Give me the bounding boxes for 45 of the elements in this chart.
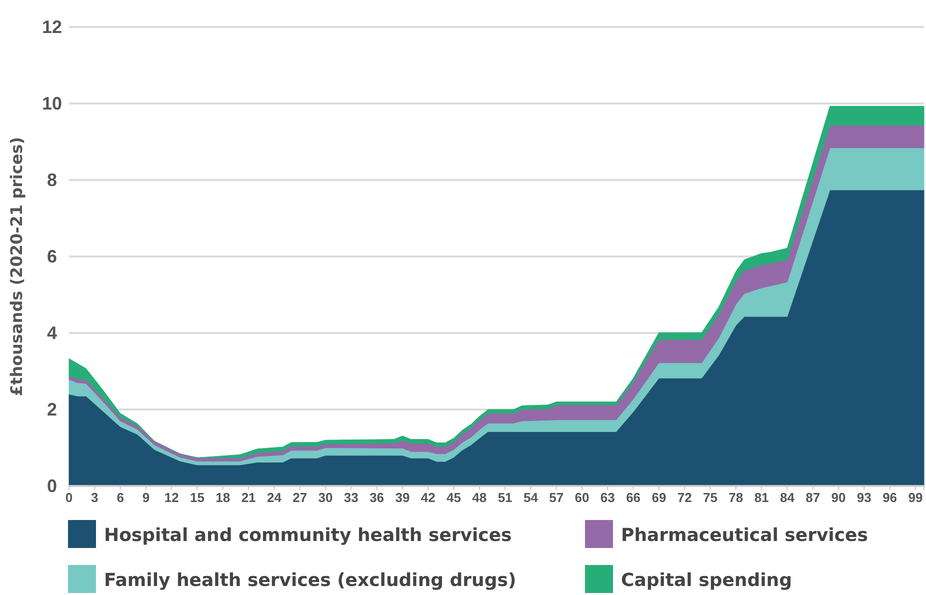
x-tick-label: 78 xyxy=(728,490,744,506)
x-tick-label: 84 xyxy=(780,490,796,506)
x-tick-label: 6 xyxy=(116,490,124,506)
y-axis-title: £thousands (2020-21 prices) xyxy=(7,136,26,396)
legend-label: Family health services (excluding drugs) xyxy=(104,570,516,591)
y-tick-label: 2 xyxy=(46,399,58,420)
y-tick-label: 4 xyxy=(46,322,58,343)
x-tick-label: 12 xyxy=(164,490,179,506)
legend-label: Hospital and community health services xyxy=(104,525,512,546)
x-tick-label: 69 xyxy=(652,490,666,506)
x-tick-label: 99 xyxy=(908,490,923,506)
x-tick-label: 96 xyxy=(882,490,898,506)
x-tick-label: 15 xyxy=(190,490,204,506)
y-tick-label: 12 xyxy=(42,16,62,37)
x-tick-label: 36 xyxy=(370,490,384,506)
x-tick-label: 45 xyxy=(446,490,461,506)
x-tick-label: 66 xyxy=(626,490,641,506)
x-tick-label: 33 xyxy=(344,490,358,506)
x-tick-label: 51 xyxy=(498,490,512,506)
y-tick-label: 6 xyxy=(46,246,58,266)
x-tick-label: 18 xyxy=(216,490,230,506)
legend-label: Capital spending xyxy=(621,570,792,591)
y-tick-label: 10 xyxy=(42,93,62,114)
x-tick-label: 39 xyxy=(395,490,410,506)
x-tick-label: 72 xyxy=(677,490,692,506)
x-tick-label: 48 xyxy=(472,490,487,506)
x-tick-label: 57 xyxy=(549,490,564,506)
x-tick-label: 75 xyxy=(703,490,718,506)
x-tick-label: 3 xyxy=(91,490,98,506)
x-tick-label: 24 xyxy=(266,490,282,506)
x-tick-label: 90 xyxy=(831,490,846,506)
x-tick-label: 30 xyxy=(318,490,333,506)
x-tick-label: 0 xyxy=(65,490,73,506)
x-tick-label: 27 xyxy=(292,490,308,506)
x-tick-label: 60 xyxy=(574,490,590,506)
x-tick-label: 93 xyxy=(856,490,872,506)
x-tick-label: 54 xyxy=(523,490,539,506)
x-tick-label: 9 xyxy=(142,490,150,506)
x-tick-label: 63 xyxy=(600,490,615,506)
x-tick-label: 42 xyxy=(420,490,436,506)
y-tick-label: 8 xyxy=(46,170,58,190)
legend-label: Pharmaceutical services xyxy=(621,525,868,546)
x-tick-label: 87 xyxy=(806,490,820,506)
x-tick-label: 81 xyxy=(754,490,769,506)
x-tick-label: 21 xyxy=(241,490,256,506)
